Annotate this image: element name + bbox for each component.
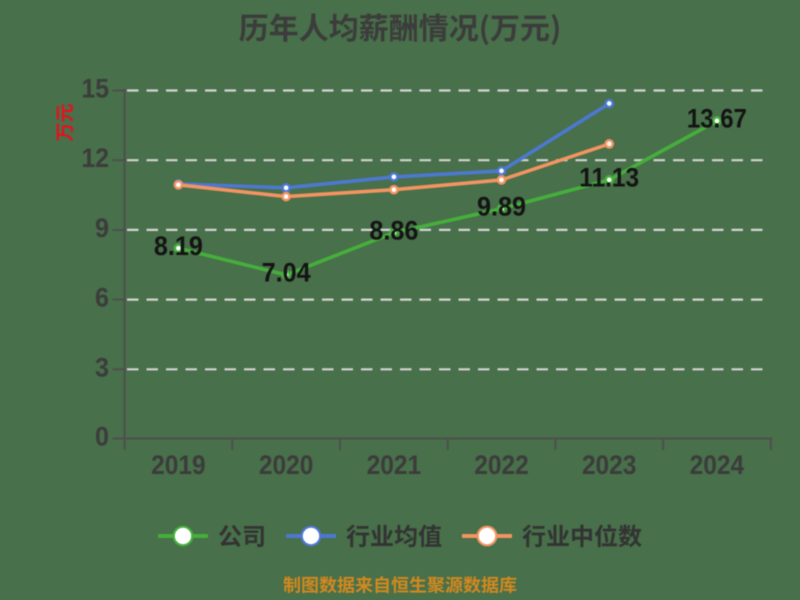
svg-text:2020: 2020 — [259, 450, 314, 480]
svg-text:6: 6 — [95, 283, 109, 313]
svg-text:0: 0 — [95, 422, 109, 452]
svg-text:2019: 2019 — [151, 450, 206, 480]
svg-text:2021: 2021 — [367, 450, 422, 480]
svg-text:11.13: 11.13 — [579, 163, 639, 193]
svg-text:13.67: 13.67 — [687, 104, 747, 134]
svg-text:9.89: 9.89 — [477, 192, 526, 222]
svg-text:2022: 2022 — [474, 450, 529, 480]
svg-text:2023: 2023 — [582, 450, 637, 480]
svg-text:8.86: 8.86 — [369, 216, 418, 246]
svg-text:7.04: 7.04 — [262, 258, 311, 288]
svg-text:3: 3 — [95, 352, 109, 382]
svg-text:8.19: 8.19 — [154, 231, 203, 261]
svg-text:15: 15 — [82, 74, 110, 104]
svg-text:12: 12 — [82, 143, 110, 173]
svg-text:9: 9 — [95, 213, 109, 243]
svg-text:2024: 2024 — [690, 450, 745, 480]
